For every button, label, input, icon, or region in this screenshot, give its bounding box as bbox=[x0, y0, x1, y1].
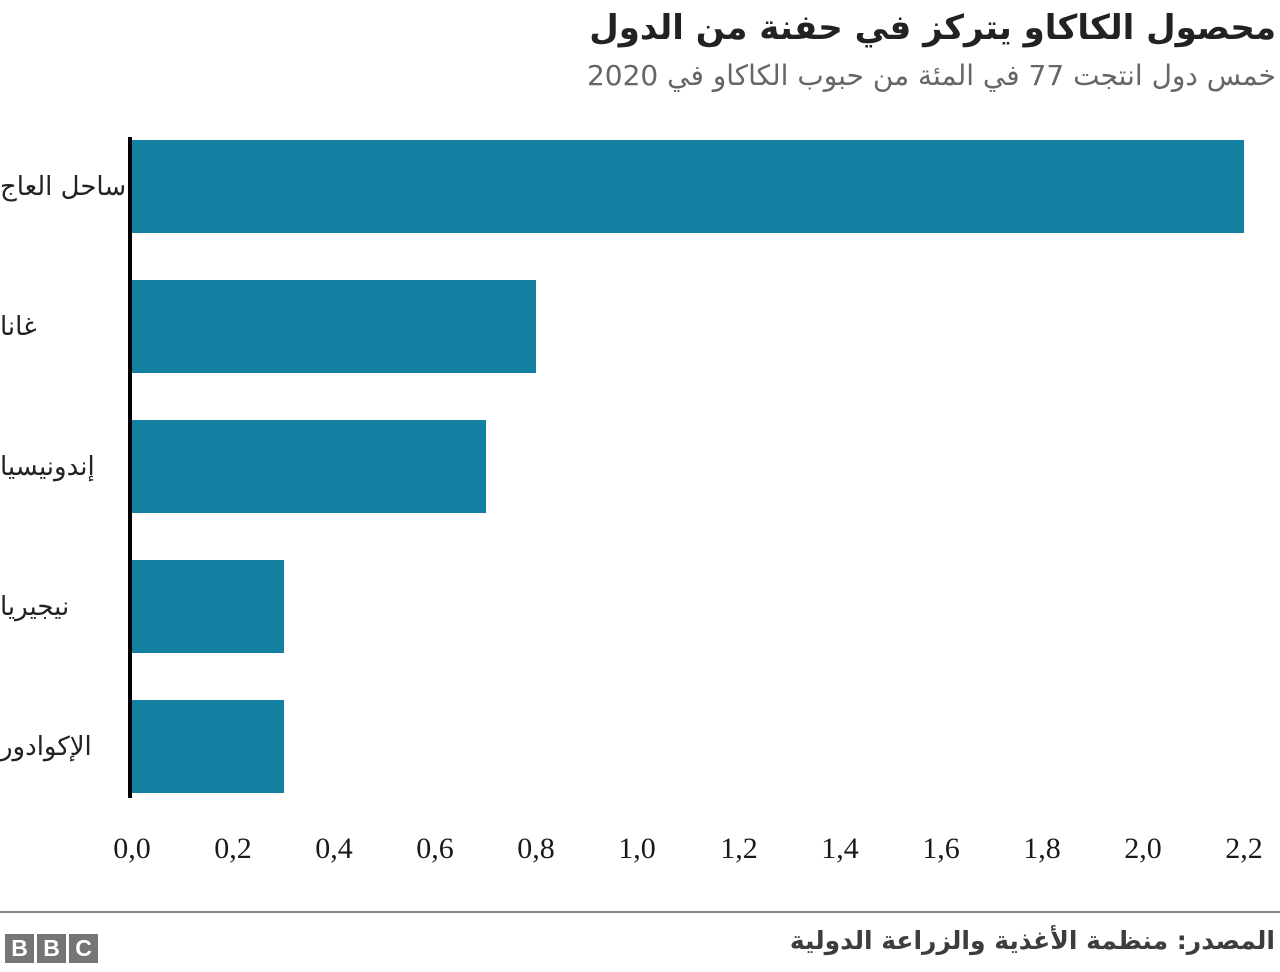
category-label-3: إندونيسيا bbox=[0, 451, 95, 482]
x-axis-tick-label-3: 0,4 bbox=[315, 832, 353, 865]
bar-2 bbox=[132, 280, 536, 373]
y-axis-line bbox=[128, 137, 132, 798]
category-label-5: الإكوادور bbox=[0, 731, 92, 762]
x-axis-tick-label-7: 1,2 bbox=[720, 832, 758, 865]
chart-footer: B B C المصدر: منظمة الأغذية والزراعة الد… bbox=[0, 914, 1280, 972]
x-axis-tick-label-8: 1,4 bbox=[821, 832, 859, 865]
x-axis-tick-label-5: 0,8 bbox=[517, 832, 555, 865]
bbc-logo: B B C bbox=[5, 934, 98, 963]
x-axis-tick-label-11: 2,0 bbox=[1124, 832, 1162, 865]
bar-3 bbox=[132, 420, 486, 513]
bbc-logo-block-b1: B bbox=[5, 934, 34, 963]
category-label-2: غانا bbox=[0, 311, 37, 342]
source-text: المصدر: منظمة الأغذية والزراعة الدولية bbox=[789, 926, 1275, 955]
x-axis-tick-label-6: 1,0 bbox=[618, 832, 656, 865]
category-label-1: ساحل العاج bbox=[0, 171, 127, 202]
x-axis-tick-label-10: 1,8 bbox=[1023, 832, 1061, 865]
bbc-logo-block-b2: B bbox=[37, 934, 66, 963]
bar-4 bbox=[132, 560, 284, 653]
x-axis-tick-label-4: 0,6 bbox=[416, 832, 454, 865]
x-axis-tick-label-1: 0,0 bbox=[113, 832, 151, 865]
chart-subtitle: خمس دول انتجت 77 في المئة من حبوب الكاكا… bbox=[586, 59, 1276, 92]
category-label-4: نيجيريا bbox=[0, 591, 70, 622]
chart-title: محصول الكاكاو يتركز في حفنة من الدول bbox=[589, 8, 1276, 48]
bar-5 bbox=[132, 700, 284, 793]
footer-divider bbox=[0, 911, 1280, 913]
x-axis-tick-label-12: 2,2 bbox=[1225, 832, 1263, 865]
x-axis-tick-label-2: 0,2 bbox=[214, 832, 252, 865]
bbc-logo-block-c: C bbox=[69, 934, 98, 963]
x-axis-tick-label-9: 1,6 bbox=[922, 832, 960, 865]
bar-1 bbox=[132, 140, 1244, 233]
